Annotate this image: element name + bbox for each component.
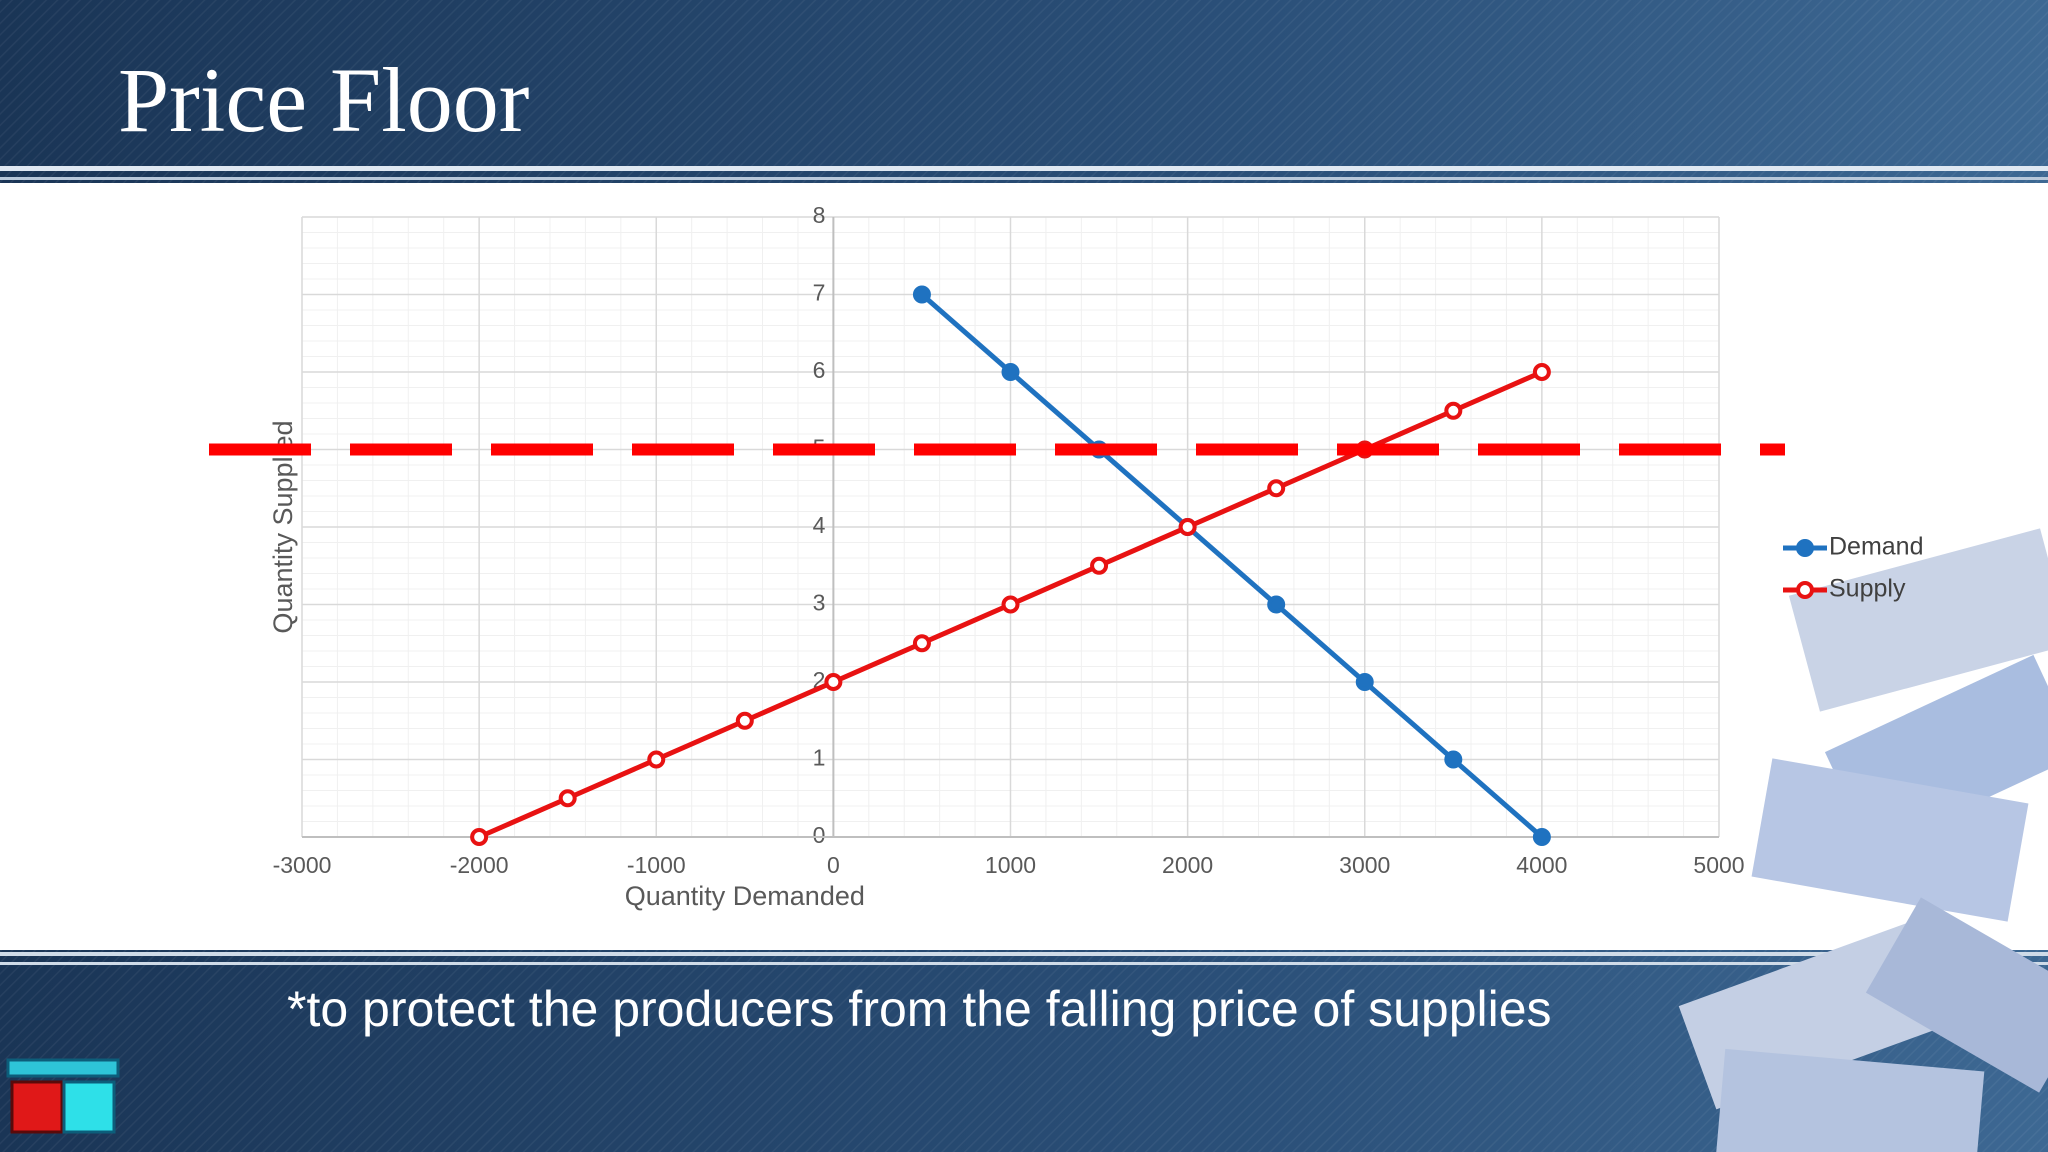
x-axis-title: Quantity Demanded: [625, 881, 865, 911]
data-point: [1178, 518, 1197, 536]
x-tick-label: -2000: [450, 852, 509, 878]
y-tick-label: 7: [813, 280, 826, 306]
y-tick-label: 4: [813, 512, 826, 538]
banknote: [1751, 758, 2029, 922]
legend-marker: [1796, 539, 1814, 557]
data-point: [735, 711, 754, 730]
x-tick-label: 5000: [1693, 852, 1744, 878]
y-axis-title: Quantity Supplied: [268, 420, 298, 633]
footer-rule: [0, 952, 2048, 956]
data-point: [824, 673, 843, 691]
x-tick-label: -1000: [627, 852, 686, 878]
data-point: [1267, 479, 1286, 498]
y-tick-label: 3: [813, 590, 826, 616]
data-point: [558, 789, 577, 808]
data-point: [1444, 750, 1463, 769]
legend-label: Supply: [1829, 575, 1906, 603]
money-decoration: [1678, 528, 2048, 1152]
logo-red: [10, 1080, 64, 1134]
banknote: [1788, 528, 2048, 712]
x-tick-label: 3000: [1339, 852, 1390, 878]
data-point: [647, 750, 666, 769]
data-point: [1355, 673, 1374, 691]
logo-cyan: [62, 1080, 116, 1134]
x-tick-label: 1000: [985, 852, 1036, 878]
data-point: [1001, 595, 1020, 614]
footer-rule: [0, 962, 2048, 965]
banknote: [1715, 1048, 1985, 1152]
chart: -3000 -2000 -1000 0 1000 2000 3000 4000 50000123…: [209, 202, 1924, 911]
data-point: [1532, 828, 1551, 846]
y-tick-label: 6: [813, 357, 826, 383]
header-rule: [0, 166, 2048, 171]
data-point: [912, 285, 931, 304]
logo-bar: [6, 1058, 120, 1078]
data-point: [912, 634, 931, 653]
y-tick-label: 8: [813, 202, 826, 228]
data-point: [1532, 363, 1551, 381]
logo-icon: [6, 1058, 120, 1134]
data-point: [1267, 595, 1286, 614]
x-tick-label: -3000: [273, 852, 332, 878]
header-texture: [0, 0, 2048, 183]
y-tick-label: 0: [813, 822, 826, 848]
y-tick-label: 1: [813, 745, 826, 771]
data-point: [470, 828, 489, 846]
slide-title: Price Floor: [118, 49, 529, 151]
x-tick-label: 0: [827, 852, 840, 878]
banknote: [1865, 897, 2048, 1093]
data-point: [1001, 363, 1020, 381]
legend-label: Demand: [1829, 533, 1924, 561]
series-line: [920, 292, 1544, 839]
slide-subtitle: *to protect the producers from the falli…: [287, 981, 1552, 1037]
header-rule: [0, 177, 2048, 180]
legend-marker: [1796, 581, 1814, 599]
x-tick-label: 4000: [1516, 852, 1567, 878]
x-tick-label: 2000: [1162, 852, 1213, 878]
data-point: [1444, 401, 1463, 420]
data-point: [1090, 556, 1109, 575]
